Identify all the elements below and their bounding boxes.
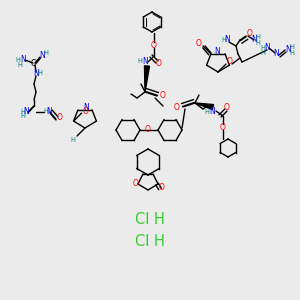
Text: N: N [209,106,215,116]
Text: H: H [70,137,75,143]
Text: O: O [145,125,151,134]
Text: H: H [256,34,260,40]
Text: O: O [224,103,230,112]
Text: H: H [290,50,294,56]
Text: N: N [23,107,29,116]
Text: O: O [133,179,139,188]
Text: H: H [261,50,266,56]
Text: H: H [38,70,42,76]
Polygon shape [195,103,214,110]
Text: N: N [33,68,39,77]
Text: O: O [156,59,162,68]
Text: Cl H: Cl H [135,235,165,250]
Text: O: O [82,106,88,116]
Text: O: O [196,39,202,48]
Text: H: H [290,44,294,50]
Text: O: O [227,58,233,67]
Text: H: H [261,45,266,51]
Text: C: C [30,58,36,68]
Text: O: O [159,182,165,191]
Polygon shape [145,66,149,92]
Text: H: H [256,40,260,46]
Text: N: N [264,44,270,52]
Text: H: H [222,37,226,43]
Text: H: H [21,113,26,119]
Text: N: N [285,46,291,55]
Text: H: H [21,109,26,115]
Text: H: H [205,109,209,115]
Text: H: H [138,58,142,64]
Text: H: H [44,50,48,56]
Text: N: N [39,52,45,61]
Text: N: N [224,35,230,44]
Text: N: N [46,106,52,116]
Text: N: N [142,58,148,67]
Text: O: O [220,122,226,131]
Text: N: N [214,46,220,56]
Text: N: N [251,35,257,44]
Text: Cl H: Cl H [135,212,165,227]
Text: O: O [174,103,180,112]
Text: O: O [160,92,166,100]
Text: N: N [83,103,89,112]
Text: O: O [151,40,157,50]
Text: N: N [273,49,279,58]
Text: H: H [18,62,22,68]
Text: H: H [16,57,20,63]
Text: N: N [20,56,26,64]
Text: H: H [44,108,48,114]
Text: O: O [247,29,253,38]
Text: O: O [57,113,63,122]
